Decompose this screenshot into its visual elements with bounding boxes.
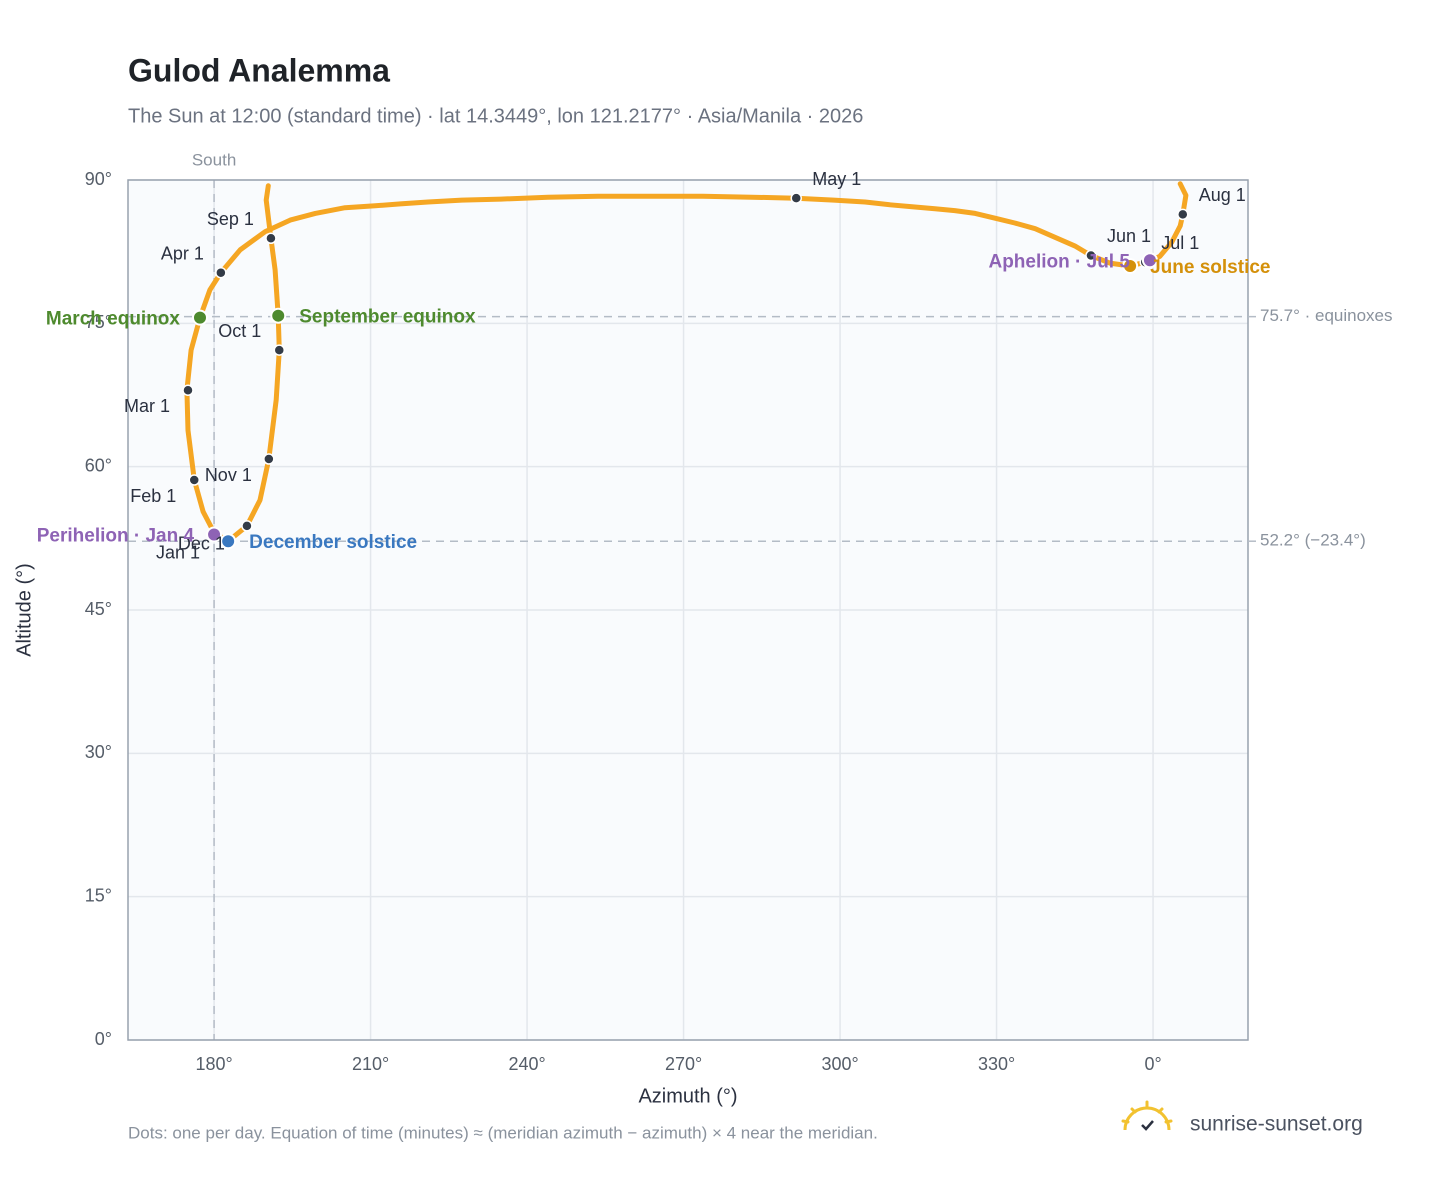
brand: sunrise-sunset.org — [1190, 1113, 1363, 1136]
y-tick-label: 90° — [85, 169, 112, 189]
month-label: Sep 1 — [207, 209, 254, 229]
x-tick-label: 330° — [978, 1054, 1015, 1074]
event-marker — [270, 307, 287, 324]
event-label: Aphelion · Jul 5 — [988, 251, 1130, 272]
event-marker — [220, 533, 237, 550]
month-marker — [182, 384, 194, 396]
month-label: Jan 1 — [156, 542, 200, 562]
plot-frame — [127, 179, 1249, 1041]
month-marker — [263, 453, 275, 465]
y-tick-label: 60° — [85, 455, 112, 475]
x-tick-label: 210° — [352, 1054, 389, 1074]
event-marker — [206, 526, 223, 543]
plot-layer — [128, 179, 1248, 1041]
reference-label: 52.2° (−23.4°) — [1260, 531, 1366, 550]
month-label: Nov 1 — [205, 465, 252, 485]
event-label: Perihelion · Jan 4 — [37, 526, 195, 547]
x-tick-label: 0° — [1144, 1054, 1161, 1074]
chart-title: Gulod Analemma — [128, 52, 390, 88]
chart-subtitle: The Sun at 12:00 (standard time) · lat 1… — [128, 105, 863, 127]
y-axis-label: Altitude (°) — [13, 563, 35, 657]
month-label: May 1 — [812, 169, 861, 189]
month-label: Oct 1 — [218, 321, 261, 341]
event-label: March equinox — [46, 309, 181, 330]
month-marker — [1085, 249, 1097, 262]
meridian-label: South — [192, 150, 236, 169]
event-label: September equinox — [299, 307, 476, 328]
x-tick-label: 300° — [821, 1054, 858, 1074]
month-label: Dec 1 — [178, 534, 225, 554]
y-tick-label: 30° — [85, 742, 112, 762]
x-axis-label: Azimuth (°) — [638, 1085, 737, 1107]
brand-logo — [1121, 1100, 1173, 1131]
y-tick-label: 0° — [95, 1029, 112, 1049]
y-tick-label: 45° — [85, 599, 112, 619]
month-label: Mar 1 — [124, 396, 170, 416]
footnote: Dots: one per day. Equation of time (min… — [128, 1123, 878, 1142]
month-label: Jul 1 — [1161, 233, 1199, 253]
month-marker — [1177, 208, 1189, 221]
month-marker — [790, 192, 802, 204]
month-label: Feb 1 — [130, 486, 176, 506]
y-tick-label: 75° — [85, 312, 112, 332]
month-marker — [265, 232, 277, 245]
month-marker — [273, 344, 286, 356]
reference-label: 75.7° · equinoxes — [1260, 306, 1393, 325]
event-label: June solstice — [1150, 257, 1270, 278]
month-marker — [188, 474, 201, 486]
event-marker — [1122, 258, 1139, 274]
month-label: Apr 1 — [161, 243, 204, 263]
x-tick-label: 240° — [508, 1054, 545, 1074]
y-tick-label: 15° — [85, 885, 112, 905]
x-tick-label: 180° — [195, 1054, 232, 1074]
event-marker — [1141, 252, 1158, 269]
event-label: December solstice — [249, 532, 417, 553]
month-marker — [215, 266, 227, 279]
x-tick-label: 270° — [665, 1054, 702, 1074]
event-marker — [191, 309, 208, 326]
month-marker — [241, 520, 253, 532]
month-label: Aug 1 — [1199, 185, 1246, 205]
month-label: Jun 1 — [1107, 226, 1151, 246]
